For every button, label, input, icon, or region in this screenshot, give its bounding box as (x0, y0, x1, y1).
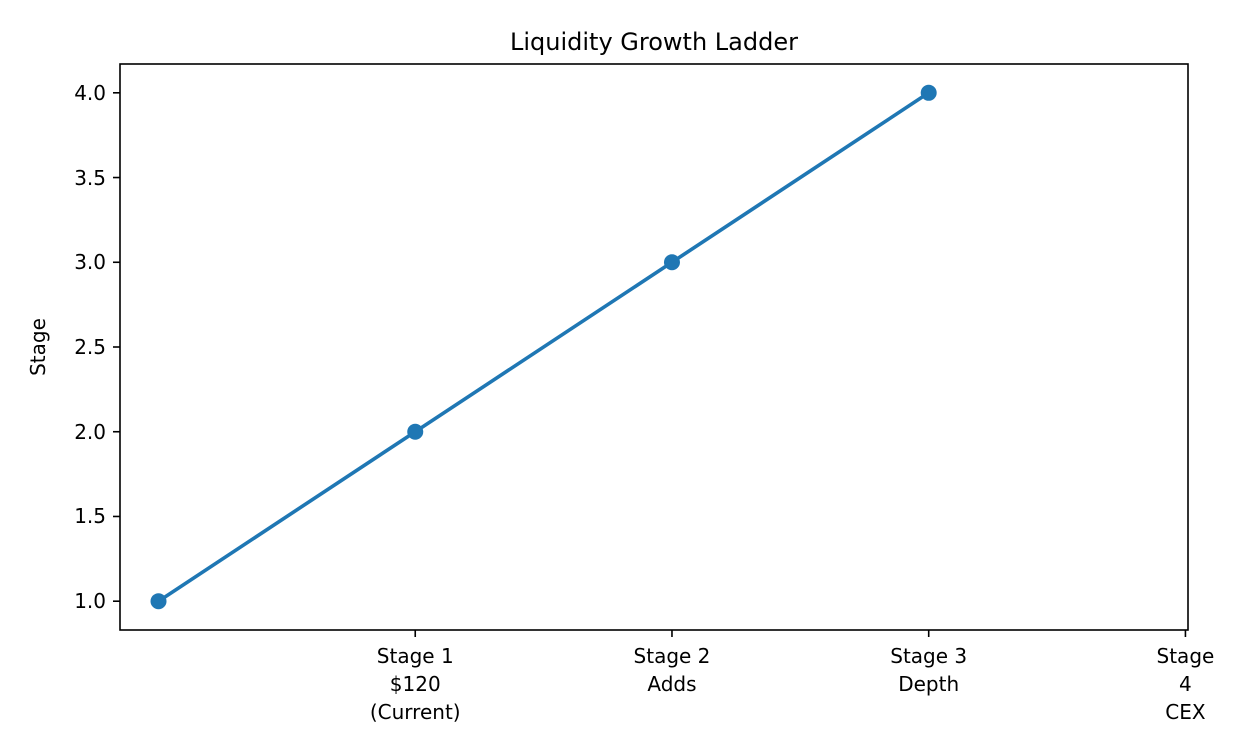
chart-title: Liquidity Growth Ladder (510, 28, 798, 56)
y-tick-label: 2.5 (74, 335, 106, 359)
data-point (150, 593, 167, 610)
axes-border (119, 63, 1189, 631)
y-tick-label: 1.5 (74, 504, 106, 529)
y-tick-label: 3.0 (74, 250, 106, 275)
data-point (663, 254, 680, 271)
data-point (407, 423, 424, 440)
y-tick-label: 3.5 (74, 165, 106, 190)
data-line (156, 91, 931, 603)
x-tick-label: Stage 4 CEX (1156, 644, 1215, 724)
x-tick-label: Stage 1 $120 (Current) (369, 644, 461, 724)
y-tick-label: 1.0 (74, 589, 106, 614)
data-point (920, 84, 937, 101)
y-tick-label: 2.0 (74, 419, 106, 444)
x-tick-label: Stage 2 Adds (633, 644, 711, 696)
x-tick-label: Stage 3 Depth (890, 644, 968, 696)
y-tick-label: 4.0 (74, 80, 106, 105)
